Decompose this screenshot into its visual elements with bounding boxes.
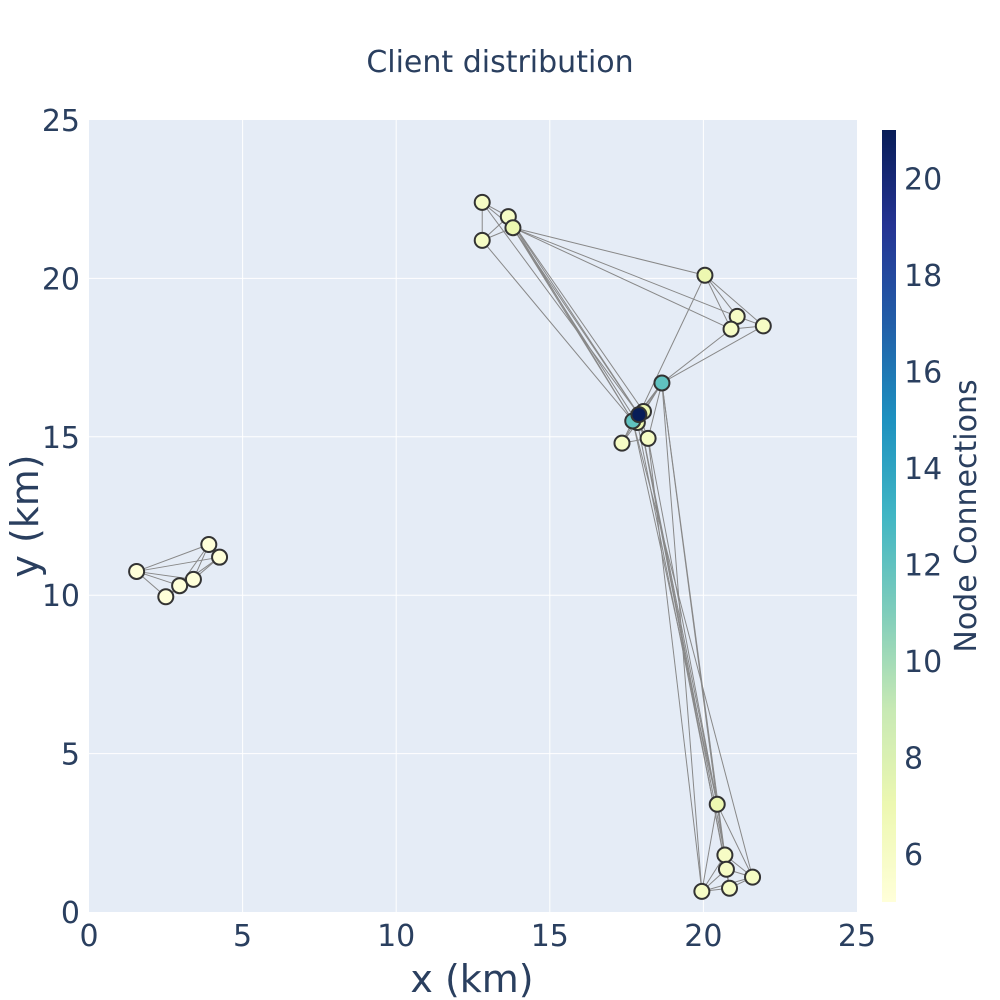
colorbar-tick-label: 8	[904, 741, 923, 776]
colorbar-tick-label: 16	[904, 355, 942, 390]
x-tick-label: 0	[79, 919, 98, 954]
edge-line	[661, 328, 732, 384]
client-node	[473, 193, 491, 211]
chart-title: Client distribution	[366, 45, 633, 80]
client-node	[613, 434, 631, 452]
colorbar	[882, 130, 896, 902]
client-node	[211, 548, 229, 566]
client-node	[696, 266, 714, 284]
client-node	[473, 231, 491, 249]
edge-line	[512, 227, 706, 276]
plot-area	[89, 120, 857, 912]
edge-line	[507, 216, 644, 412]
edge-line	[647, 382, 663, 439]
edge-line	[481, 240, 634, 422]
colorbar-tick-label: 18	[904, 259, 942, 294]
edge-line	[661, 382, 726, 856]
edge-line	[704, 275, 732, 330]
node-layer	[128, 193, 772, 900]
edge-line	[661, 325, 764, 384]
client-node	[722, 320, 740, 338]
y-tick-label: 25	[42, 104, 80, 139]
client-node	[157, 588, 175, 606]
edge-line	[632, 420, 754, 878]
y-tick-label: 0	[61, 896, 80, 931]
colorbar-tick-label: 12	[904, 548, 942, 583]
client-node	[721, 879, 739, 897]
y-axis-title: y (km)	[3, 454, 47, 577]
edge-line	[136, 544, 209, 572]
edge-line	[512, 227, 738, 317]
x-tick-label: 15	[531, 919, 569, 954]
client-node	[708, 795, 726, 813]
y-axis-ticks: 0 5 10 15 20 25	[42, 104, 80, 931]
grid-lines	[89, 120, 857, 912]
client-node	[716, 846, 734, 864]
x-axis-title: x (km)	[410, 957, 533, 1000]
x-axis-ticks: 0 5 10 15 20 25	[79, 919, 876, 954]
y-tick-label: 10	[42, 579, 80, 614]
client-node	[128, 562, 146, 580]
edge-line	[481, 202, 640, 415]
edge-line	[136, 570, 194, 580]
client-node	[754, 317, 772, 335]
edge-line	[136, 556, 220, 572]
colorbar-title: Node Connections	[949, 379, 984, 652]
edge-line	[647, 438, 703, 892]
colorbar-tick-label: 6	[904, 838, 923, 873]
edge-line	[647, 438, 718, 805]
colorbar-ticks: 6 8 10 12 14 16 18 20	[904, 162, 942, 873]
client-node	[171, 577, 189, 595]
colorbar-tick-label: 20	[904, 162, 942, 197]
y-tick-label: 5	[61, 738, 80, 773]
colorbar-tick-label: 10	[904, 645, 942, 680]
client-node	[504, 219, 522, 237]
edge-line	[704, 274, 738, 317]
edge-line	[716, 804, 754, 878]
x-tick-label: 25	[838, 919, 876, 954]
edge-line	[512, 227, 732, 330]
edge-line	[507, 216, 634, 422]
edge-line	[512, 227, 638, 423]
client-node	[184, 570, 202, 588]
x-tick-label: 20	[684, 919, 722, 954]
x-tick-label: 5	[233, 919, 252, 954]
edge-line	[507, 216, 640, 415]
y-tick-label: 15	[42, 421, 80, 456]
edge-line	[638, 275, 706, 415]
client-node	[693, 882, 711, 900]
client-node	[744, 868, 762, 886]
client-node	[200, 536, 218, 554]
client-node	[630, 406, 648, 424]
client-node	[639, 429, 657, 447]
x-tick-label: 10	[377, 919, 415, 954]
edge-line	[701, 804, 718, 892]
edge-line	[704, 274, 764, 327]
y-tick-label: 20	[42, 262, 80, 297]
client-node	[653, 374, 671, 392]
colorbar-tick-label: 14	[904, 452, 942, 487]
client-node	[717, 860, 735, 878]
edge-line	[636, 422, 727, 870]
